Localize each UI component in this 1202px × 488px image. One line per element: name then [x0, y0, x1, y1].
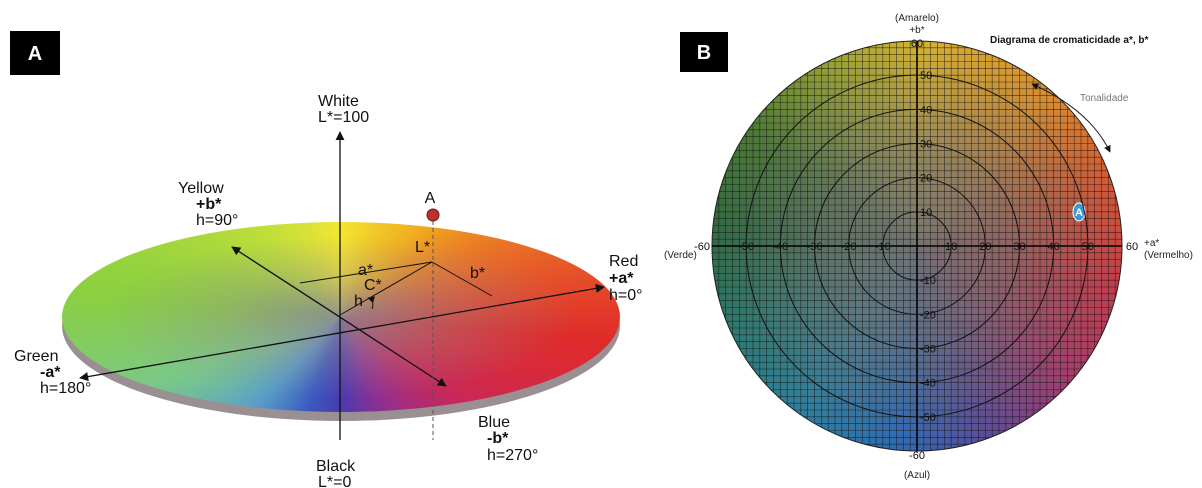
a-axis: [80, 287, 604, 378]
label: h=90°: [196, 212, 238, 229]
label: L*=0: [318, 474, 351, 488]
point-a: [427, 209, 439, 221]
x-tick-label: -30: [807, 241, 823, 253]
y-tick-label: -50: [920, 412, 936, 424]
panel-label: A: [28, 43, 42, 65]
x-tick-label: 10: [945, 241, 957, 253]
label: Blue: [478, 414, 510, 431]
y-tick-label: -60: [909, 450, 925, 462]
x-tick-label: 40: [1048, 241, 1060, 253]
label: Black: [316, 458, 356, 475]
y-tick-label: -10: [920, 275, 936, 287]
label: Red: [609, 253, 638, 270]
hue-arc: [368, 298, 373, 309]
y-tick-label: 60: [911, 38, 923, 50]
label: b*: [470, 265, 485, 282]
label: (Vermelho): [1144, 250, 1193, 261]
overlay: A A White L*=100 Yellow +b* h=90° Red +a…: [0, 0, 1202, 488]
label: +b*: [909, 25, 924, 36]
label: C*: [364, 277, 382, 294]
x-tick-label: -40: [772, 241, 788, 253]
label: -b*: [487, 430, 509, 447]
y-tick-label: 20: [920, 173, 932, 185]
y-tick-label: 30: [920, 139, 932, 151]
label: -a*: [40, 364, 61, 381]
label: L*=100: [318, 109, 369, 126]
x-tick-label: 20: [979, 241, 991, 253]
label: +a*: [609, 270, 634, 287]
label: L*: [415, 239, 430, 256]
label: Green: [14, 348, 58, 365]
y-tick-label: 10: [920, 207, 932, 219]
label: Tonalidade: [1080, 93, 1129, 104]
x-tick-label: -60: [694, 241, 710, 253]
x-tick-label: -50: [738, 241, 754, 253]
y-tick-label: -20: [920, 309, 936, 321]
label: (Azul): [904, 470, 930, 481]
label: White: [318, 93, 359, 110]
y-tick-label: 40: [920, 104, 932, 116]
label: h=0°: [609, 287, 643, 304]
label: (Verde): [664, 250, 697, 261]
b-axis: [232, 247, 446, 386]
panel-label: B: [697, 42, 711, 64]
x-tick-label: 30: [1013, 241, 1025, 253]
y-tick-label: -40: [920, 378, 936, 390]
x-tick-label: 50: [1082, 241, 1094, 253]
y-tick-label: 50: [920, 70, 932, 82]
figure: A A White L*=100 Yellow +b* h=90° Red +a…: [0, 0, 1202, 488]
label: +a*: [1144, 238, 1159, 249]
label: Yellow: [178, 180, 224, 197]
label: h: [354, 293, 363, 310]
label: +b*: [196, 196, 222, 213]
label: (Amarelo): [895, 13, 939, 24]
point-label: A: [1075, 207, 1083, 219]
x-tick-label: -20: [841, 241, 857, 253]
x-tick-label: 60: [1126, 241, 1138, 253]
point-label: A: [425, 190, 436, 207]
y-tick-label: -30: [920, 344, 936, 356]
label: h=270°: [487, 447, 538, 464]
x-tick-label: -10: [875, 241, 891, 253]
label: h=180°: [40, 380, 91, 397]
title: Diagrama de cromaticidade a*, b*: [990, 35, 1149, 46]
